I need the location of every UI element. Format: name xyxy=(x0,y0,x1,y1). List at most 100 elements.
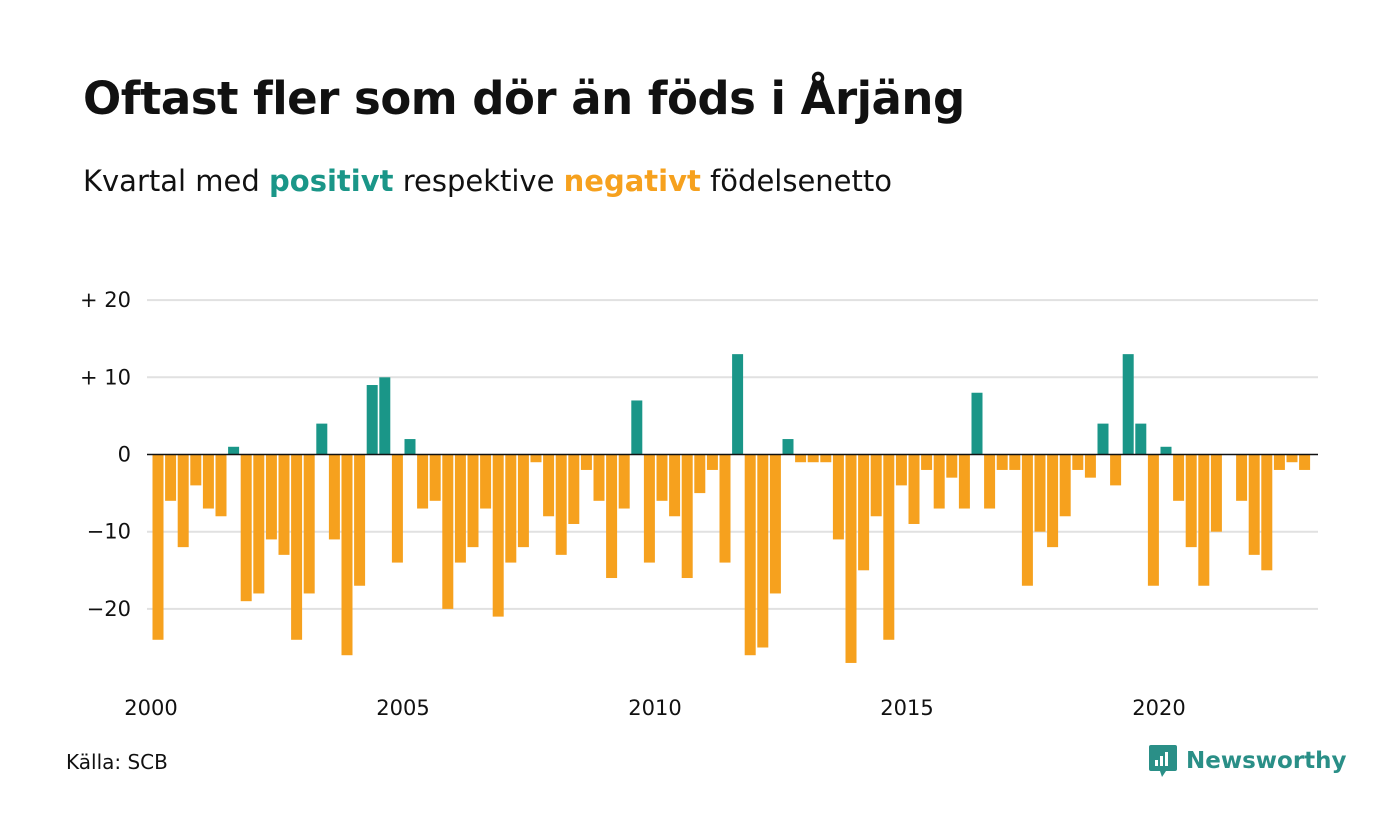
bar xyxy=(1097,423,1109,455)
bar xyxy=(580,454,592,470)
x-tick-label: 2015 xyxy=(880,696,933,720)
bar xyxy=(240,454,252,602)
bar xyxy=(1110,454,1122,486)
bar xyxy=(694,454,706,494)
bar xyxy=(417,454,429,509)
bar xyxy=(1248,454,1260,555)
x-tick-label: 2000 xyxy=(124,696,177,720)
bar xyxy=(316,423,328,455)
subtitle-prefix: Kvartal med xyxy=(83,164,260,198)
bar xyxy=(1059,454,1071,517)
bar xyxy=(152,454,164,640)
brand-logo[interactable]: Newsworthy xyxy=(1148,744,1347,778)
bar xyxy=(1084,454,1096,478)
bar xyxy=(1147,454,1159,586)
y-tick-label: 0 xyxy=(118,443,131,467)
bar xyxy=(328,454,340,540)
bar xyxy=(1034,454,1046,532)
bar xyxy=(177,454,189,548)
bar xyxy=(921,454,933,470)
bar xyxy=(858,454,870,571)
x-axis-ticks: 2000 2005 2010 2015 2020 xyxy=(124,696,1185,720)
bar xyxy=(1122,354,1134,455)
bar xyxy=(492,454,504,617)
bar xyxy=(291,454,303,640)
bar xyxy=(706,454,718,470)
bar xyxy=(606,454,618,579)
bar xyxy=(505,454,517,563)
bar xyxy=(832,454,844,540)
bar xyxy=(1299,454,1311,470)
bar xyxy=(1286,454,1298,463)
bar xyxy=(467,454,479,548)
bar xyxy=(530,454,542,463)
bar xyxy=(568,454,580,524)
bar xyxy=(442,454,454,609)
bar-chart: + 20 + 10 0 −10 −20 2000 2005 2010 2015 2020 xyxy=(80,288,1318,720)
bar xyxy=(228,446,240,455)
bar xyxy=(795,454,807,463)
bar xyxy=(782,439,794,455)
bar xyxy=(517,454,529,548)
bar xyxy=(215,454,227,517)
bar xyxy=(379,377,391,455)
bar xyxy=(1009,454,1021,470)
bar xyxy=(202,454,214,509)
bar xyxy=(883,454,895,640)
bar xyxy=(946,454,958,478)
chart-title: Oftast fler som dör än föds i Årjäng xyxy=(83,72,965,125)
y-tick-label: + 10 xyxy=(80,365,131,389)
bar xyxy=(278,454,290,555)
subtitle-suffix: födelsenetto xyxy=(710,164,892,198)
bar xyxy=(190,454,202,486)
bar xyxy=(643,454,655,563)
bar xyxy=(681,454,693,579)
bar xyxy=(1198,454,1210,586)
bar xyxy=(1210,454,1222,532)
bar xyxy=(1160,446,1172,455)
bar xyxy=(265,454,277,540)
brand-name: Newsworthy xyxy=(1186,748,1347,774)
y-tick-label: −10 xyxy=(87,520,131,544)
bar xyxy=(807,454,819,463)
bar xyxy=(1072,454,1084,470)
bar xyxy=(769,454,781,594)
source-note: Källa: SCB xyxy=(66,750,168,774)
bar xyxy=(984,454,996,509)
bar xyxy=(820,454,832,463)
x-tick-label: 2005 xyxy=(376,696,429,720)
bar xyxy=(1135,423,1147,455)
bar xyxy=(908,454,920,524)
bar xyxy=(971,392,983,455)
y-tick-label: −20 xyxy=(87,597,131,621)
newsworthy-logo-icon xyxy=(1149,745,1177,777)
bar xyxy=(354,454,366,586)
bar xyxy=(895,454,907,486)
bars xyxy=(152,354,1311,663)
bar xyxy=(719,454,731,563)
bar xyxy=(933,454,945,509)
bar xyxy=(1021,454,1033,586)
bar xyxy=(656,454,668,501)
bar xyxy=(429,454,441,501)
bar xyxy=(669,454,681,517)
subtitle-middle: respektive xyxy=(402,164,555,198)
bar xyxy=(1236,454,1248,501)
bar xyxy=(958,454,970,509)
bar xyxy=(480,454,492,509)
bar xyxy=(555,454,567,555)
bar xyxy=(366,385,378,455)
bar xyxy=(1173,454,1185,501)
bar xyxy=(303,454,315,594)
x-tick-label: 2020 xyxy=(1132,696,1185,720)
subtitle-negative-word: negativt xyxy=(563,164,701,198)
y-tick-label: + 20 xyxy=(80,288,131,312)
bar xyxy=(757,454,769,648)
bar xyxy=(543,454,555,517)
x-tick-label: 2010 xyxy=(628,696,681,720)
subtitle-positive-word: positivt xyxy=(269,164,394,198)
bar xyxy=(391,454,403,563)
bar xyxy=(744,454,756,656)
bar xyxy=(631,400,643,455)
bar xyxy=(618,454,630,509)
